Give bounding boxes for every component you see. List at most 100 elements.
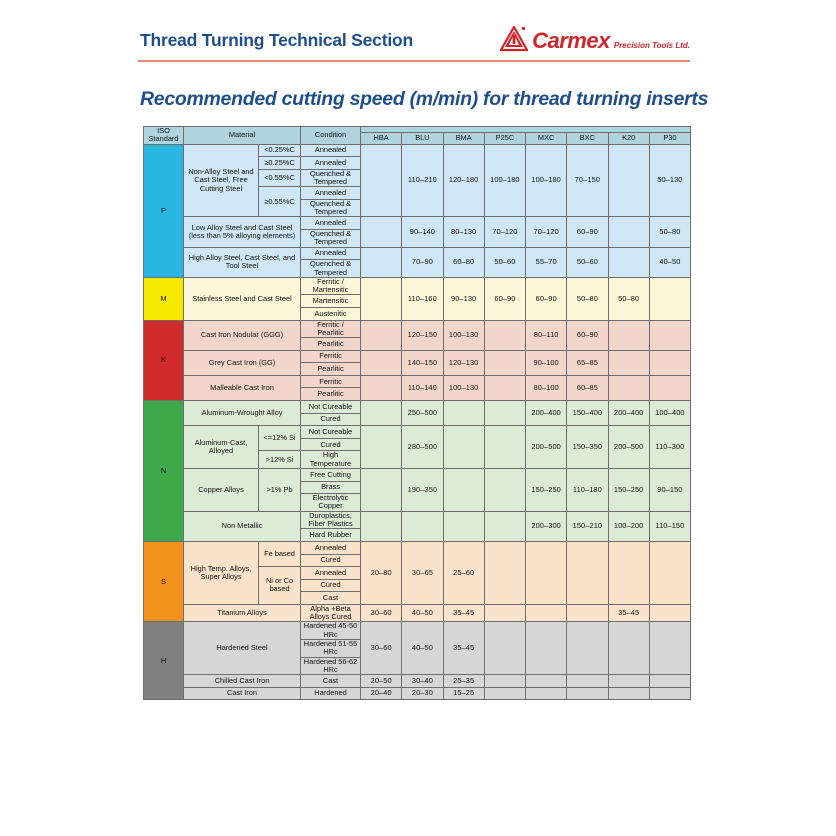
brand-logo: Carmex Precision Tools Ltd. — [499, 24, 690, 52]
speed-value-bma: 100–130 — [442, 374, 485, 402]
iso-group-badge-p: P — [143, 143, 184, 278]
speed-value-hba — [360, 143, 403, 218]
speed-value-p25c — [483, 349, 527, 376]
table-row: Cast Iron Hardened 20–40 20–30 15–25 — [143, 686, 692, 701]
speed-value-k20 — [607, 686, 650, 701]
speed-value-bma: 25–60 — [442, 540, 485, 605]
condition-cell: Hardened 45-50 HRc — [300, 621, 362, 640]
speed-value-bma: 35–45 — [442, 621, 485, 676]
speed-value-p25c — [483, 674, 527, 688]
speed-value-blu: 30–40 — [401, 674, 444, 688]
condition-cell: Martensitic — [300, 294, 362, 308]
speed-value-bma: 60–80 — [442, 246, 485, 278]
speed-value-k20: 200–400 — [607, 400, 650, 427]
speed-value-mxc: 60–90 — [525, 276, 568, 321]
speed-value-k20 — [607, 621, 650, 676]
col-header-condition: Condition — [300, 126, 362, 145]
table-row: Non Metallic Duroplastics, Fiber Plastics… — [143, 510, 692, 542]
condition-cell: Electrolytic Copper — [300, 493, 362, 512]
speed-value-p30 — [648, 686, 692, 701]
speed-value-mxc — [525, 621, 568, 676]
speed-value-k20: 35–45 — [607, 603, 650, 623]
speed-value-bxc: 150–350 — [566, 425, 609, 469]
speed-value-p25c — [483, 374, 527, 402]
col-header-grade-k20: K20 — [607, 131, 650, 145]
speed-value-mxc — [525, 686, 568, 701]
col-header-material: Material — [182, 126, 302, 145]
speed-value-bxc — [566, 686, 609, 701]
speed-value-k20 — [607, 349, 650, 376]
condition-cell: Cured — [300, 553, 362, 568]
speed-value-mxc: 90–100 — [525, 349, 568, 376]
speed-value-hba: 20–80 — [360, 540, 403, 605]
speed-value-mxc: 200–500 — [525, 425, 568, 469]
condition-cell: Alpha +Beta Alloys Cured — [300, 603, 362, 623]
speed-value-bxc: 60–90 — [566, 319, 609, 351]
col-header-grade-bma: BMA — [442, 131, 485, 145]
speed-value-blu: 40–50 — [401, 621, 444, 676]
speed-value-bxc: 70–150 — [566, 143, 609, 218]
speed-value-p30: 50–80 — [648, 216, 692, 248]
speed-value-bma: 15–25 — [442, 686, 485, 701]
material-name: Cast Iron Nodular (GGG) — [182, 319, 302, 351]
speed-value-hba — [360, 425, 403, 469]
speed-value-blu: 40–50 — [401, 603, 444, 623]
speed-value-mxc: 150–250 — [525, 468, 568, 512]
table-row: S High Temp. Alloys, Super Alloys Fe based… — [143, 540, 692, 623]
condition-cell: Hardened 51-55 HRc — [300, 639, 362, 658]
material-subtype: >12% Si — [257, 450, 302, 469]
table-row: Chilled Cast Iron Cast 20–50 30–40 25–35 — [143, 674, 692, 688]
col-header-iso: ISO Standard — [143, 126, 184, 145]
speed-value-k20 — [607, 374, 650, 402]
speed-value-blu: 20–30 — [401, 686, 444, 701]
speed-value-bma — [442, 425, 485, 469]
material-subtype: ≥0.55%C — [257, 186, 302, 218]
condition-cell: Quenched & Tempered — [300, 168, 362, 188]
speed-value-bma: 120–180 — [442, 143, 485, 218]
speed-value-bxc — [566, 540, 609, 605]
condition-cell: Ferritic / Pearlitic — [300, 319, 362, 339]
iso-group-badge-m: M — [143, 276, 184, 321]
table-row: N Aluminum-Wrought Alloy Not Cureable 250–5… — [143, 400, 692, 542]
table-row: Malleable Cast Iron Ferritic 110–140 100–13… — [143, 374, 692, 402]
speed-value-p30 — [648, 349, 692, 376]
speed-value-k20 — [607, 143, 650, 218]
speed-value-bma: 35–45 — [442, 603, 485, 623]
condition-cell: Annealed — [300, 216, 362, 231]
speed-value-k20 — [607, 246, 650, 278]
material-name: Cast Iron — [182, 686, 302, 701]
material-name: Grey Cast Iron (GG) — [182, 349, 302, 376]
speed-value-bxc: 110–180 — [566, 468, 609, 512]
condition-cell: Annealed — [300, 143, 362, 158]
speed-value-bxc: 60–85 — [566, 374, 609, 402]
speed-value-p25c — [483, 686, 527, 701]
speed-value-bxc: 50–60 — [566, 246, 609, 278]
iso-header-line1: ISO — [157, 126, 170, 135]
speed-value-bma: 120–130 — [442, 349, 485, 376]
iso-group-badge-h: H — [143, 621, 184, 701]
speed-value-p30 — [648, 674, 692, 688]
speed-value-bxc — [566, 603, 609, 623]
speed-value-k20: 100–200 — [607, 510, 650, 542]
speed-value-p30: 50–130 — [648, 143, 692, 218]
speed-value-hba — [360, 349, 403, 376]
speed-value-p25c: 70–120 — [483, 216, 527, 248]
speed-value-p25c — [483, 425, 527, 469]
condition-cell: Ferritic — [300, 349, 362, 364]
condition-cell: Annealed — [300, 540, 362, 555]
carmex-triangle-icon — [499, 24, 530, 52]
speed-value-blu: 70–90 — [401, 246, 444, 278]
speed-value-p25c: 100–180 — [483, 143, 527, 218]
speed-value-blu: 120–150 — [401, 319, 444, 351]
material-subtype: <0.25%C — [257, 143, 302, 158]
col-header-grade-p25c: P25C — [483, 131, 527, 145]
speed-value-mxc — [525, 674, 568, 688]
condition-cell: Cured — [300, 412, 362, 427]
speed-value-p30: 110–300 — [648, 425, 692, 469]
speed-value-hba: 30–60 — [360, 603, 403, 623]
condition-cell: Cured — [300, 437, 362, 452]
col-header-grade-hba: HBA — [360, 131, 403, 145]
page-header: Thread Turning Technical Section Carmex … — [138, 14, 690, 62]
iso-group-badge-n: N — [143, 400, 184, 542]
table-row: P Non-Alloy Steel and Cast Steel, Free Cu… — [143, 143, 692, 278]
